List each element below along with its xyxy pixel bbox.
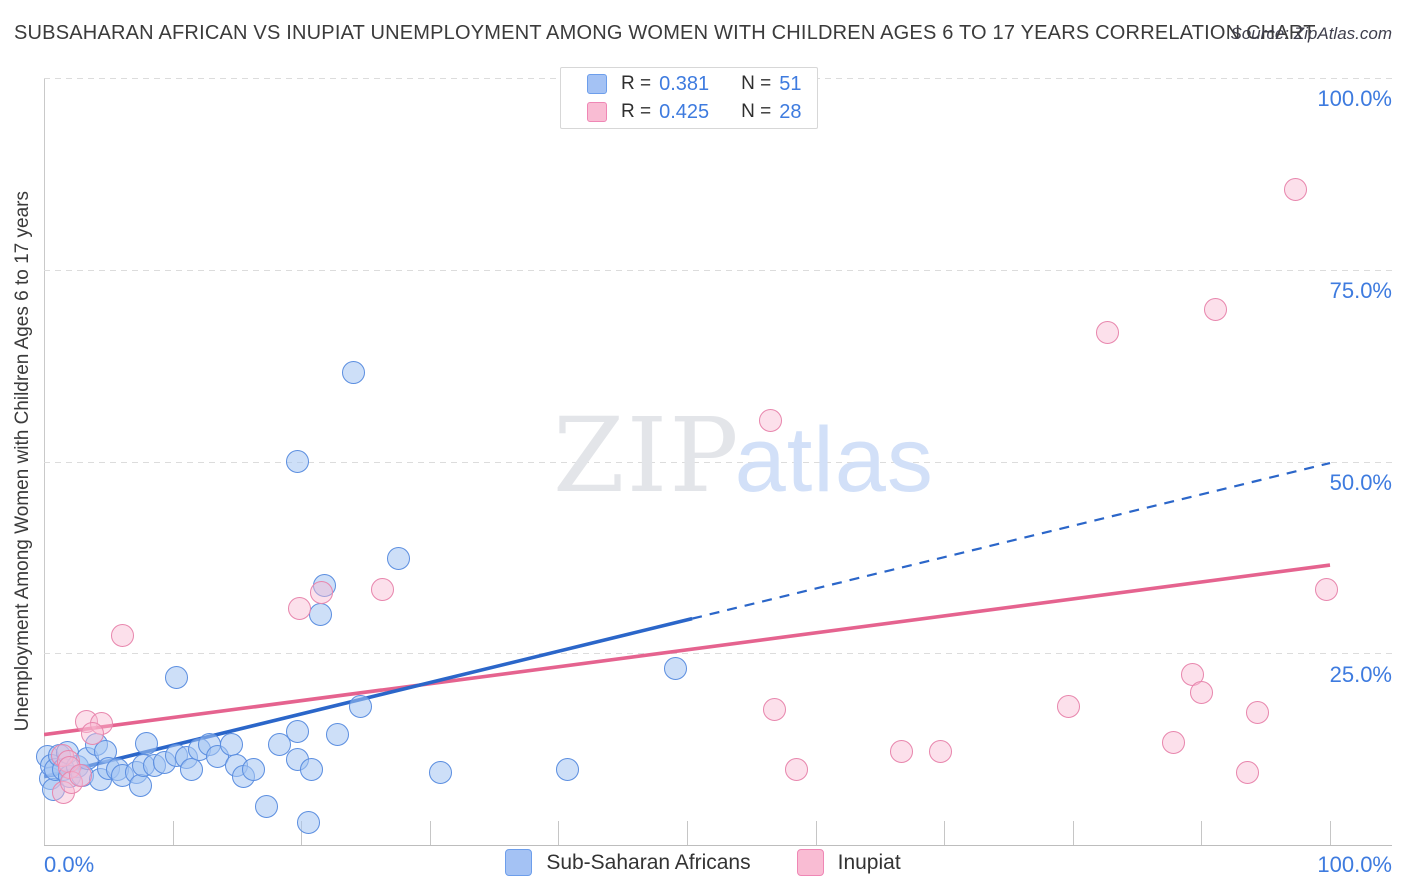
chart-title: SUBSAHARAN AFRICAN VS INUPIAT UNEMPLOYME… <box>14 22 1316 44</box>
data-point-inupiat <box>1057 694 1081 718</box>
data-point-inupiat <box>310 581 334 605</box>
data-point-inupiat <box>1096 321 1120 345</box>
x-tick-70 <box>944 821 946 845</box>
data-point-sub-saharan-africans <box>128 773 152 797</box>
data-point-sub-saharan-africans <box>555 757 579 781</box>
legend-row-inupiat: R = 0.425 N = 28 <box>587 100 817 124</box>
legend-label: Inupiat <box>837 850 901 874</box>
correlation-legend: R = 0.381 N = 51 R = 0.425 N = 28 <box>560 67 818 129</box>
data-point-sub-saharan-africans <box>325 723 349 747</box>
r-label: R = <box>621 101 652 122</box>
legend-row-subsaharan: R = 0.381 N = 51 <box>587 72 817 96</box>
data-point-inupiat <box>1204 298 1228 322</box>
x-tick-30 <box>429 821 431 845</box>
data-point-inupiat <box>759 409 783 433</box>
n-label: N = <box>741 73 772 94</box>
x-tick-50 <box>687 821 688 845</box>
blue-swatch-icon <box>505 849 533 876</box>
r-value: 0.381 <box>659 72 710 95</box>
data-point-inupiat <box>1314 578 1338 602</box>
data-point-inupiat <box>370 578 394 602</box>
x-axis-line <box>44 845 1392 846</box>
blue-swatch-icon <box>587 74 607 94</box>
series-legend: Sub-Saharan Africans Inupiat <box>0 849 1406 876</box>
trendline-Sub-Saharan Africans-extrapolated <box>691 461 1331 620</box>
data-point-sub-saharan-africans <box>267 733 291 757</box>
x-tick-20 <box>301 821 303 845</box>
data-point-inupiat <box>762 697 786 721</box>
x-axis-label-min: 0.0% <box>44 852 95 877</box>
x-tick-100 <box>1330 821 1331 845</box>
pink-swatch-icon <box>796 849 824 876</box>
data-point-inupiat <box>110 624 134 648</box>
data-point-inupiat <box>1161 731 1185 755</box>
x-tick-60 <box>815 821 817 845</box>
data-point-inupiat <box>81 721 105 745</box>
n-value: 28 <box>779 100 802 123</box>
gridline-50 <box>44 461 1392 463</box>
x-axis-label-max: 100.0% <box>1317 852 1392 877</box>
data-point-sub-saharan-africans <box>297 811 321 835</box>
trendline-Inupiat <box>44 563 1331 737</box>
y-axis-label-75: 75.0% <box>1329 278 1392 303</box>
pink-swatch-icon <box>587 102 607 122</box>
y-axis-label-25: 25.0% <box>1329 662 1392 687</box>
data-point-inupiat <box>1246 700 1270 724</box>
legend-item-inupiat[interactable]: Inupiat <box>796 849 901 876</box>
source-link[interactable]: Source: ZipAtlas.com <box>1230 24 1392 43</box>
x-tick-10 <box>172 821 174 845</box>
data-point-inupiat <box>1283 177 1307 201</box>
data-point-sub-saharan-africans <box>348 695 372 719</box>
data-point-sub-saharan-africans <box>387 547 411 571</box>
legend-label: Sub-Saharan Africans <box>546 850 751 874</box>
n-value: 51 <box>779 72 802 95</box>
r-value: 0.425 <box>659 100 710 123</box>
x-tick-40 <box>558 821 560 845</box>
gridline-25 <box>44 653 1392 655</box>
r-label: R = <box>621 73 652 94</box>
data-point-sub-saharan-africans <box>299 758 323 782</box>
data-point-sub-saharan-africans <box>342 361 366 385</box>
n-label: N = <box>741 101 772 122</box>
data-point-sub-saharan-africans <box>254 795 278 819</box>
data-point-inupiat <box>68 763 92 787</box>
y-axis-title-wrap: Unemployment Among Women with Children A… <box>0 78 46 845</box>
x-tick-80 <box>1072 821 1074 845</box>
data-point-sub-saharan-africans <box>242 758 266 782</box>
data-point-inupiat <box>288 597 312 621</box>
data-point-sub-saharan-africans <box>135 732 159 756</box>
data-point-inupiat <box>890 739 914 763</box>
data-point-inupiat <box>1189 680 1213 704</box>
plot-area <box>36 78 1392 845</box>
legend-item-subsaharan[interactable]: Sub-Saharan Africans <box>505 849 751 876</box>
data-point-sub-saharan-africans <box>285 450 309 473</box>
y-axis-title: Unemployment Among Women with Children A… <box>12 191 33 732</box>
data-point-sub-saharan-africans <box>285 719 309 743</box>
y-axis-label-50: 50.0% <box>1329 470 1392 495</box>
data-point-sub-saharan-africans <box>428 761 452 785</box>
y-axis-label-100: 100.0% <box>1317 86 1392 111</box>
data-point-inupiat <box>1236 761 1260 785</box>
data-point-inupiat <box>928 739 952 763</box>
data-point-sub-saharan-africans <box>164 665 188 689</box>
trendlines <box>44 461 1331 779</box>
data-point-inupiat <box>784 758 808 782</box>
x-tick-90 <box>1201 821 1203 845</box>
gridline-75 <box>44 269 1392 271</box>
data-point-sub-saharan-africans <box>663 657 687 681</box>
